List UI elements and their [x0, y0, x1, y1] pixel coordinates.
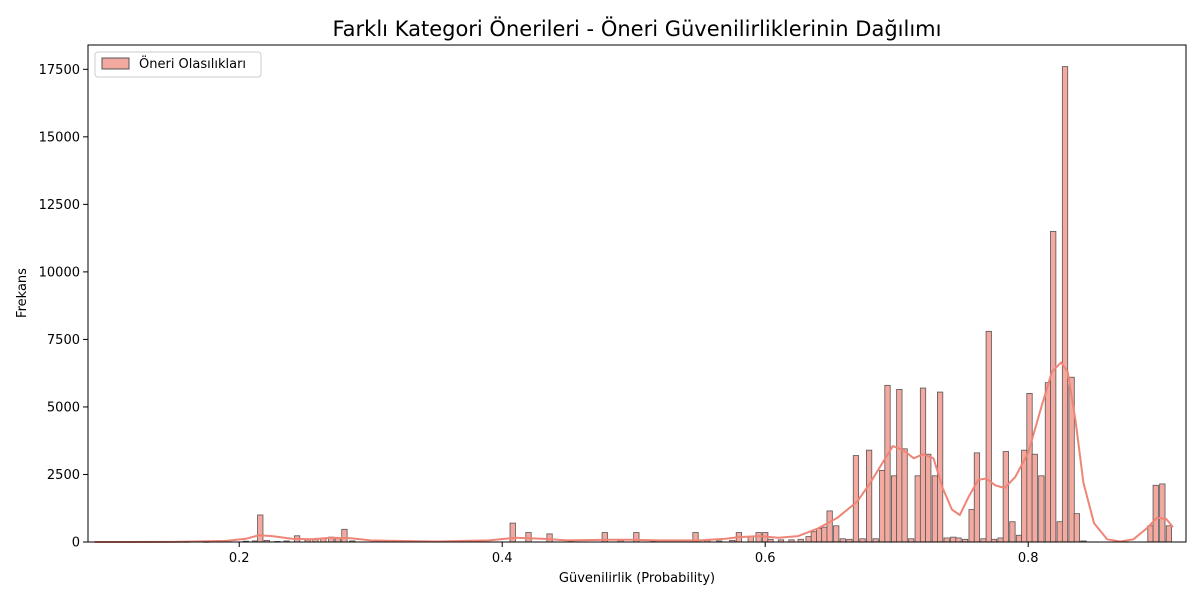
y-axis-label: Frekans [15, 268, 30, 318]
plot-frame [87, 44, 1187, 543]
y-tick-label: 7500 [47, 333, 80, 348]
histogram-bar-43 [833, 525, 840, 543]
x-tick-label: 0.4 [492, 551, 513, 566]
histogram-bar-79 [1050, 230, 1057, 543]
x-tick-label: 0.8 [1018, 551, 1039, 566]
kde-line [94, 361, 1174, 543]
histogram-bar-52 [890, 475, 898, 543]
histogram-bar-68 [985, 330, 992, 543]
histogram-bar-70 [997, 537, 1004, 543]
histogram-bar-60 [937, 391, 944, 543]
histogram-bar-39 [810, 531, 817, 543]
y-tick-label: 0 [72, 536, 80, 551]
x-tick-label: 0.2 [229, 551, 250, 566]
y-axis-ticks: 0 2500 5000 7500 10000 12500 15000 17500 [39, 63, 88, 551]
histogram-bar-71 [1002, 451, 1009, 543]
y-tick-label: 10000 [39, 265, 80, 280]
histogram-bar-48 [865, 449, 873, 543]
histogram-bar-83 [1073, 513, 1080, 543]
y-tick-label: 12500 [39, 198, 80, 213]
histogram-bar-53 [896, 388, 903, 543]
histogram-bar-56 [914, 475, 921, 543]
histogram-bar-78 [1044, 382, 1052, 543]
histogram-bar-32 [755, 532, 762, 543]
y-tick-label: 17500 [39, 63, 80, 78]
histogram-bar-73 [1015, 534, 1023, 543]
x-axis-label: Güvenilirlik (Probability) [559, 571, 715, 586]
histogram-bar-46 [852, 455, 860, 543]
histogram-bar-42 [826, 510, 833, 543]
histogram-bar-41 [821, 526, 828, 543]
histogram-bar-86 [1152, 484, 1159, 543]
histogram-bar-58 [925, 453, 932, 543]
histogram-bar-65 [968, 509, 975, 543]
legend-box [94, 51, 262, 78]
chart-title: Farklı Kategori Önerileri - Öneri Güveni… [333, 16, 942, 41]
histogram-bar-75 [1026, 393, 1033, 543]
y-tick-label: 15000 [39, 130, 80, 145]
legend: Öneri Olasılıkları [94, 51, 262, 78]
histogram-bar-77 [1038, 475, 1045, 543]
histogram-bar-16 [341, 528, 348, 543]
histogram-bar-40 [816, 528, 823, 543]
histogram-bar-20 [546, 533, 553, 543]
histogram-bar-50 [879, 470, 886, 543]
histogram-bar-72 [1009, 521, 1016, 543]
histogram-bar-81 [1061, 66, 1069, 543]
histogram-bars [98, 66, 1173, 543]
x-axis-ticks: 0.2 0.4 0.6 0.8 [229, 542, 1039, 566]
histogram-bar-61 [943, 537, 950, 543]
legend-swatch [101, 57, 130, 70]
histogram-bar-76 [1031, 453, 1038, 543]
y-tick-label: 2500 [47, 468, 80, 483]
legend-entry-label: Öneri Olasılıkları [139, 55, 246, 72]
histogram-bar-87 [1159, 483, 1166, 543]
histogram-bar-6 [257, 514, 264, 543]
x-tick-label: 0.6 [755, 551, 776, 566]
y-tick-label: 5000 [47, 400, 80, 415]
histogram-bar-80 [1056, 521, 1063, 543]
histogram-bar-57 [919, 387, 927, 543]
histogram-bar-51 [884, 384, 891, 543]
histogram-bar-88 [1165, 525, 1173, 543]
histogram-bar-54 [901, 448, 908, 543]
histogram-bar-66 [973, 452, 981, 543]
histogram-bar-85 [1147, 525, 1154, 543]
histogram-bar-38 [805, 536, 812, 543]
histogram-bar-63 [955, 537, 962, 543]
histogram-bar-59 [931, 475, 938, 543]
histogram-bar-62 [950, 536, 957, 543]
